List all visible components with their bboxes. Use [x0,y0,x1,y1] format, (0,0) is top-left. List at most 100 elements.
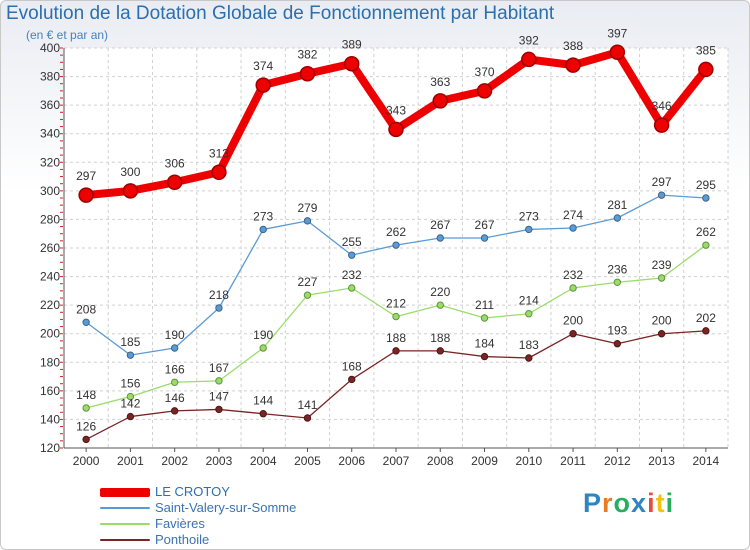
y-tick-label: 400 [40,41,60,55]
data-label: 148 [76,388,96,402]
data-label: 232 [342,268,362,282]
data-point [392,347,400,355]
data-point [82,318,90,326]
y-tick-label: 220 [40,298,60,312]
y-tick-label: 360 [40,98,60,112]
logo-letter: t [655,488,666,518]
data-label: 255 [342,235,362,249]
data-point [126,412,135,421]
x-tick-label: 2008 [427,454,454,468]
data-label: 208 [76,302,96,316]
legend-label: Ponthoile [155,532,210,547]
x-tick-label: 2011 [560,454,586,468]
data-label: 214 [519,294,539,308]
data-label: 389 [342,38,362,52]
logo-letter: x [631,488,648,518]
data-label: 374 [253,59,273,73]
chart-subtitle: (en € et par an) [26,28,109,42]
x-tick-label: 2000 [73,454,100,468]
data-point [436,234,444,242]
data-point [609,44,626,61]
data-point [525,354,533,362]
data-label: 295 [696,178,716,192]
y-tick-label: 140 [40,412,60,426]
data-point [569,330,577,338]
data-point [299,65,316,82]
data-point [525,225,533,234]
x-tick-label: 2010 [515,454,542,468]
logo-letter: P [583,488,603,518]
data-label: 297 [76,169,96,183]
data-label: 397 [607,26,627,40]
data-label: 370 [475,65,495,79]
data-label: 363 [430,75,450,89]
data-point [388,121,404,138]
data-point [613,278,622,286]
data-label: 227 [297,275,317,289]
data-label: 188 [386,331,406,345]
data-label: 297 [652,175,672,189]
x-tick-label: 2009 [471,454,498,468]
data-point [657,274,666,282]
data-label: 188 [430,331,450,345]
proxiti-logo[interactable]: Proxiti [583,488,674,519]
data-label: 281 [607,198,627,212]
data-point [170,407,179,415]
data-label: 262 [386,225,406,239]
chart-title: Evolution de la Dotation Globale de Fonc… [6,3,555,24]
data-point [613,340,622,348]
legend: LE CROTOY Saint-Valery-sur-Somme Favières P… [100,484,296,548]
data-point [653,117,670,133]
data-point [211,164,227,181]
data-point [432,93,449,109]
x-tick-label: 2005 [294,454,321,468]
data-label: 200 [652,314,672,328]
data-point [348,284,356,292]
data-point [521,51,537,68]
logo-letter: o [613,488,632,518]
data-label: 144 [253,394,273,408]
data-point [170,344,179,352]
data-point [348,375,356,384]
x-tick-label: 2013 [648,454,675,468]
data-point [613,214,622,222]
y-tick-label: 340 [40,127,60,141]
legend-label: Saint-Valery-sur-Somme [155,500,297,515]
legend-swatch [100,507,150,509]
data-label: 185 [120,335,140,349]
data-label: 212 [386,297,406,311]
data-point [215,405,223,414]
data-label: 168 [342,359,362,373]
data-point [255,77,271,93]
data-label: 202 [696,311,716,325]
data-point [436,347,444,355]
data-point [480,314,489,322]
data-label: 262 [696,225,716,239]
data-point [170,378,179,386]
data-point [215,377,223,385]
data-point [698,61,714,78]
data-point [569,284,577,292]
data-point [348,251,356,259]
data-point [702,194,710,202]
data-point [303,217,312,225]
data-label: 147 [209,389,229,403]
data-point [303,414,312,422]
data-point [215,304,223,312]
data-point [657,191,666,199]
data-label: 200 [563,314,583,328]
y-tick-label: 160 [40,384,60,398]
data-point [392,312,400,321]
x-tick-label: 2014 [693,454,720,468]
logo-letter: i [665,488,675,518]
x-tick-label: 2007 [383,454,410,468]
legend-item: Ponthoile [100,532,296,548]
data-label: 142 [120,397,140,411]
legend-item: LE CROTOY [100,484,296,500]
y-tick-label: 380 [40,70,60,84]
legend-swatch [100,523,150,525]
data-point [303,291,312,299]
data-point [702,327,710,335]
x-tick-label: 2004 [250,454,277,468]
data-point [126,351,135,359]
